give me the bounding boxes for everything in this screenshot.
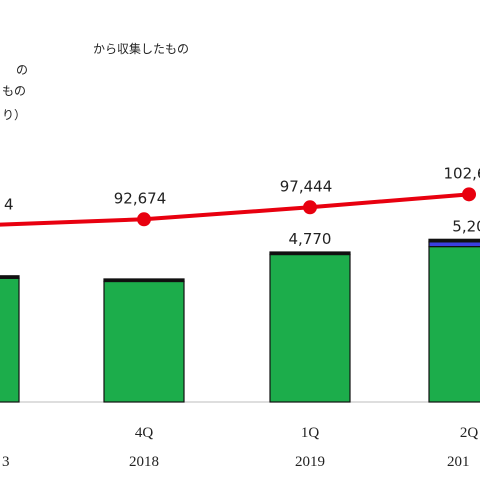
legend-line-4: り） — [2, 108, 26, 122]
total-line — [0, 192, 470, 227]
bar-segment-1-1 — [0, 277, 20, 403]
bar-value-label-3: 4,770 — [289, 230, 332, 248]
bar-segment-4-2 — [428, 241, 480, 248]
legend-line-2: の — [16, 63, 28, 77]
line-layer: 4 92,674 97,444 102,6 — [0, 164, 480, 227]
bar-segment-1-3 — [0, 275, 20, 279]
line-point-3 — [303, 200, 317, 215]
line-value-label-3: 97,444 — [280, 177, 333, 195]
line-value-label-1: 4 — [4, 195, 14, 213]
x-tick-year-3: 2019 — [295, 454, 325, 470]
x-tick-year-1: 3 — [2, 454, 10, 470]
legend-line-1: から収集したもの — [93, 41, 189, 56]
line-point-2 — [137, 212, 151, 227]
line-value-label-2: 92,674 — [114, 189, 167, 207]
x-tick-year-4: 201 — [447, 454, 470, 470]
bar-segment-4-3 — [428, 238, 480, 243]
bar-segment-3-1 — [269, 253, 351, 403]
x-tick-quarter-2: 4Q — [135, 425, 154, 441]
bar-value-label-4: 5,20 — [452, 217, 480, 235]
bars-layer: 4,770 5,20 — [0, 217, 480, 403]
ticks-layer: 3 4Q 2018 1Q 2019 2Q 201 — [2, 425, 478, 470]
x-tick-quarter-4: 2Q — [460, 425, 479, 441]
line-value-label-4: 102,6 — [444, 164, 480, 182]
bar-segment-2-3 — [103, 278, 185, 283]
x-tick-year-2: 2018 — [129, 454, 159, 470]
bar-segment-4-1 — [428, 246, 480, 403]
bar-segment-2-1 — [103, 280, 185, 403]
legend: から収集したもの の もの り） — [2, 41, 189, 122]
legend-line-3: もの — [2, 84, 26, 98]
bar-segment-3-3 — [269, 251, 351, 256]
line-point-4 — [462, 187, 476, 202]
x-tick-quarter-3: 1Q — [301, 425, 320, 441]
